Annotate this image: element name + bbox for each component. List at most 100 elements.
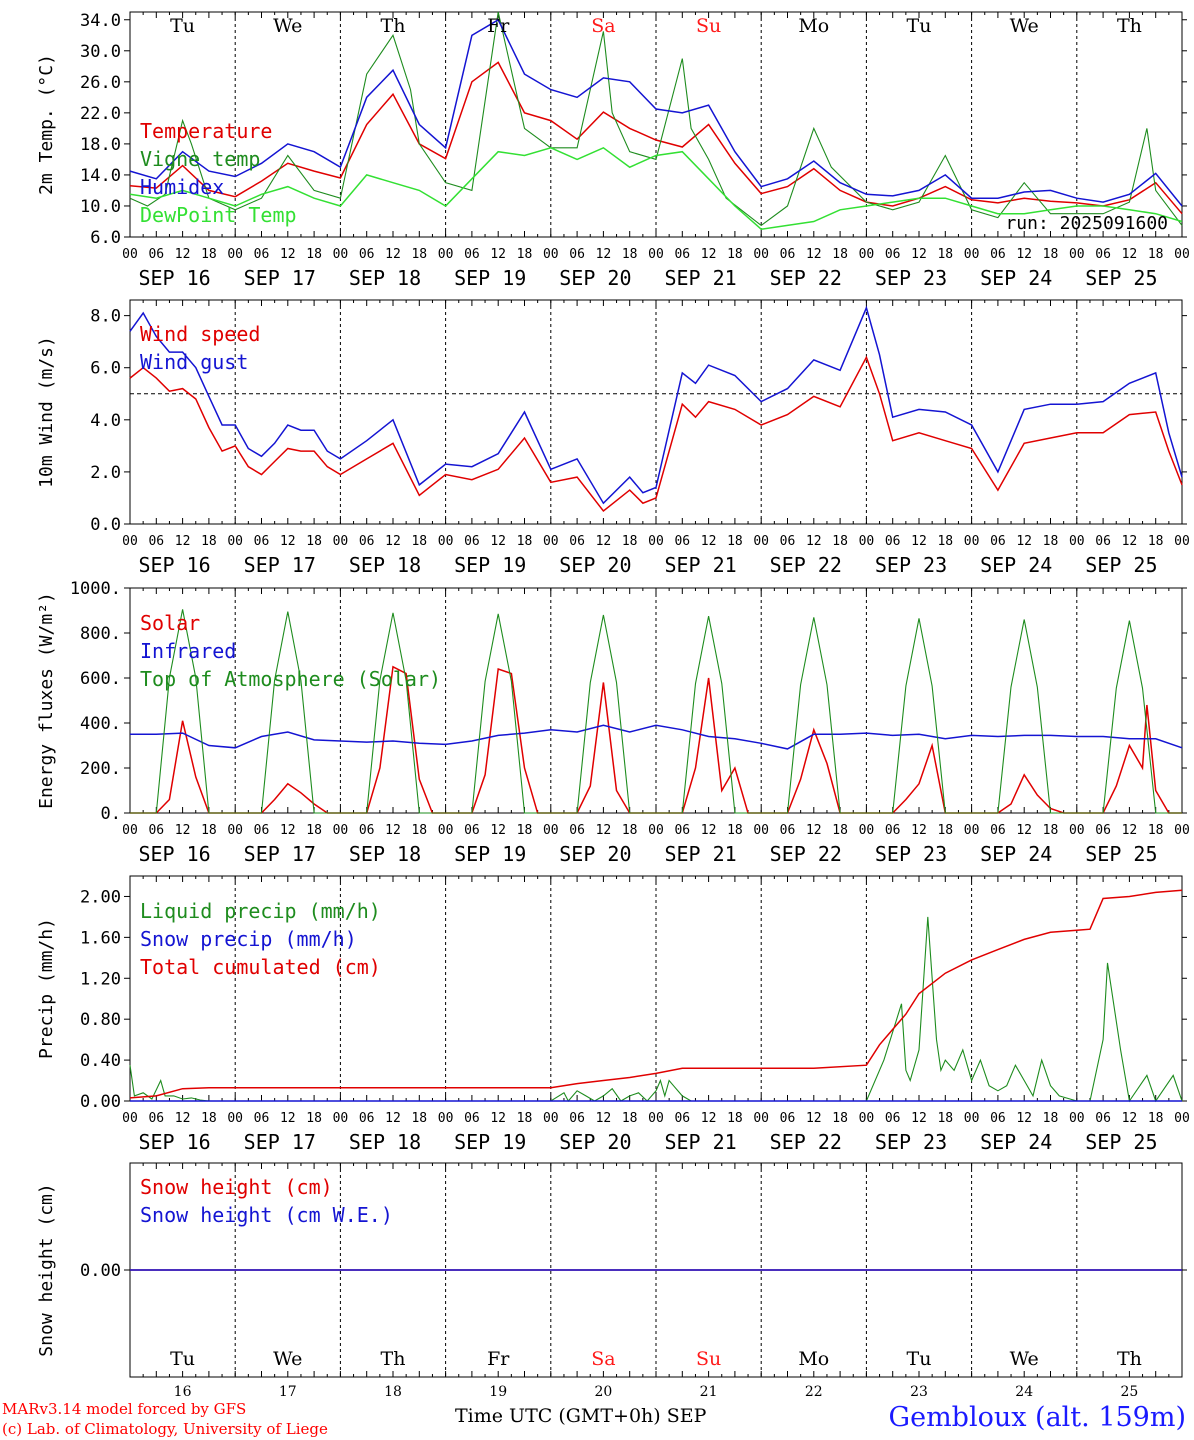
date-label: SEP 25 bbox=[1085, 553, 1157, 577]
hour-label: 06 bbox=[569, 823, 585, 838]
date-label: SEP 16 bbox=[138, 553, 210, 577]
y-tick-label: 10.0 bbox=[80, 197, 121, 217]
y-tick-label: 6.0 bbox=[90, 228, 121, 248]
date-label: SEP 25 bbox=[1085, 266, 1157, 290]
y-axis-label: Precip (mm/h) bbox=[36, 918, 57, 1059]
hour-label: 12 bbox=[701, 823, 717, 838]
y-tick-label: 14.0 bbox=[80, 166, 121, 186]
y-tick-label: 0.80 bbox=[80, 1010, 121, 1030]
hour-label: 18 bbox=[1043, 823, 1059, 838]
hour-label: 18 bbox=[517, 534, 533, 549]
hour-label: 00 bbox=[1069, 1111, 1085, 1126]
hour-label: 12 bbox=[385, 1111, 401, 1126]
hour-label: 06 bbox=[885, 247, 901, 262]
y-tick-label: 1.60 bbox=[80, 928, 121, 948]
day-number: 16 bbox=[174, 1384, 192, 1400]
hour-label: 00 bbox=[1069, 247, 1085, 262]
legend-entry: Wind speed bbox=[140, 322, 260, 346]
day-number: 23 bbox=[910, 1384, 928, 1400]
legend-entry: Vigne temp bbox=[140, 147, 260, 171]
hour-label: 18 bbox=[1148, 247, 1164, 262]
y-tick-label: 2.00 bbox=[80, 887, 121, 907]
hour-label: 18 bbox=[1043, 247, 1059, 262]
hour-label: 06 bbox=[254, 823, 270, 838]
hour-label: 00 bbox=[543, 823, 559, 838]
date-label: SEP 23 bbox=[875, 266, 947, 290]
hour-label: 12 bbox=[596, 534, 612, 549]
hour-label: 00 bbox=[227, 823, 243, 838]
y-tick-label: 0.00 bbox=[80, 1261, 121, 1281]
model-credit: MARv3.14 model forced by GFS bbox=[2, 1400, 247, 1418]
hour-label: 00 bbox=[1174, 1111, 1190, 1126]
date-label: SEP 20 bbox=[559, 842, 631, 866]
hour-label: 00 bbox=[964, 1111, 980, 1126]
hour-label: 12 bbox=[490, 1111, 506, 1126]
day-label: Sa bbox=[591, 1348, 615, 1370]
hour-label: 00 bbox=[859, 534, 875, 549]
hour-label: 06 bbox=[464, 823, 480, 838]
hour-label: 06 bbox=[254, 534, 270, 549]
hour-label: 18 bbox=[201, 823, 217, 838]
hour-label: 00 bbox=[1069, 823, 1085, 838]
y-tick-label: 2.0 bbox=[90, 463, 121, 483]
day-label: We bbox=[273, 1348, 302, 1370]
day-label: Th bbox=[1117, 1348, 1142, 1370]
legend-entry: Infrared bbox=[140, 639, 236, 663]
hour-label: 18 bbox=[201, 247, 217, 262]
hour-label: 12 bbox=[175, 534, 191, 549]
hour-label: 00 bbox=[753, 534, 769, 549]
hour-label: 12 bbox=[385, 534, 401, 549]
series-line bbox=[129, 305, 1183, 505]
hour-label: 12 bbox=[596, 823, 612, 838]
hour-label: 00 bbox=[964, 247, 980, 262]
y-tick-label: 6.0 bbox=[90, 359, 121, 379]
hour-label: 18 bbox=[1148, 1111, 1164, 1126]
y-axis-label: Snow height (cm) bbox=[36, 1183, 57, 1356]
day-label: Su bbox=[696, 15, 721, 37]
date-label: SEP 19 bbox=[454, 266, 526, 290]
date-label: SEP 24 bbox=[980, 553, 1052, 577]
hour-label: 06 bbox=[990, 247, 1006, 262]
hour-label: 18 bbox=[517, 247, 533, 262]
hour-label: 06 bbox=[254, 247, 270, 262]
hour-label: 18 bbox=[1043, 1111, 1059, 1126]
hour-label: 18 bbox=[832, 534, 848, 549]
day-label: We bbox=[1010, 15, 1039, 37]
day-label: Fr bbox=[487, 1348, 510, 1370]
hour-label: 12 bbox=[280, 247, 296, 262]
date-label: SEP 25 bbox=[1085, 842, 1157, 866]
date-label: SEP 21 bbox=[664, 266, 736, 290]
hour-label: 06 bbox=[885, 534, 901, 549]
date-label: SEP 22 bbox=[770, 553, 842, 577]
hour-label: 06 bbox=[148, 247, 164, 262]
date-label: SEP 23 bbox=[875, 842, 947, 866]
hour-label: 12 bbox=[1016, 534, 1032, 549]
hour-label: 00 bbox=[543, 1111, 559, 1126]
hour-label: 06 bbox=[885, 1111, 901, 1126]
hour-label: 06 bbox=[674, 534, 690, 549]
hour-label: 12 bbox=[911, 823, 927, 838]
hour-label: 12 bbox=[175, 1111, 191, 1126]
hour-label: 00 bbox=[859, 247, 875, 262]
hour-label: 12 bbox=[385, 247, 401, 262]
y-tick-label: 34.0 bbox=[80, 11, 121, 31]
legend-entry: Snow height (cm) bbox=[140, 1175, 333, 1199]
time-axis-text: Time UTC (GMT+0h) bbox=[455, 1405, 661, 1427]
hour-label: 00 bbox=[648, 247, 664, 262]
date-label: SEP 18 bbox=[349, 1130, 421, 1154]
y-axis-label: Energy fluxes (W/m²) bbox=[36, 592, 57, 809]
hour-label: 12 bbox=[806, 247, 822, 262]
hour-label: 18 bbox=[937, 1111, 953, 1126]
hour-label: 06 bbox=[464, 534, 480, 549]
date-label: SEP 24 bbox=[980, 266, 1052, 290]
date-label: SEP 22 bbox=[770, 266, 842, 290]
hour-label: 12 bbox=[1016, 247, 1032, 262]
y-axis-label: 2m Temp. (°C) bbox=[36, 54, 57, 195]
hour-label: 18 bbox=[832, 1111, 848, 1126]
date-label: SEP 20 bbox=[559, 553, 631, 577]
date-label: SEP 19 bbox=[454, 553, 526, 577]
y-tick-label: 0. bbox=[101, 804, 121, 824]
hour-label: 12 bbox=[701, 1111, 717, 1126]
hour-label: 06 bbox=[1095, 534, 1111, 549]
y-tick-label: 0.40 bbox=[80, 1051, 121, 1071]
